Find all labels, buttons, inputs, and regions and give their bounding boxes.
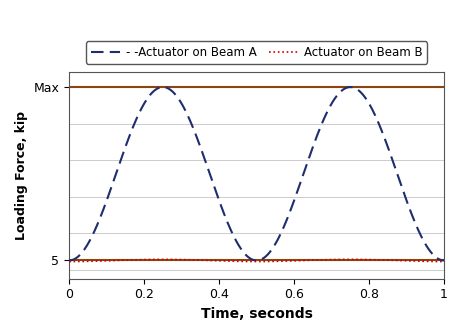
Actuator on Beam B (239, 259, 244, 263)
Line: - -Actuator on Beam A: - -Actuator on Beam A (69, 87, 444, 260)
- -Actuator on Beam A (362, 95, 367, 99)
- -Actuator on Beam A (431, 253, 436, 257)
Actuator on Beam B (362, 257, 367, 261)
Y-axis label: Loading Force, kip: Loading Force, kip (15, 111, 28, 240)
X-axis label: Time, seconds: Time, seconds (200, 307, 313, 321)
Actuator on Beam B (431, 259, 436, 263)
Actuator on Beam B (66, 259, 72, 263)
Actuator on Beam B (249, 259, 254, 263)
- -Actuator on Beam A (431, 253, 436, 257)
- -Actuator on Beam A (239, 248, 244, 252)
Actuator on Beam B (160, 257, 166, 261)
- -Actuator on Beam A (249, 257, 254, 261)
- -Actuator on Beam A (66, 258, 72, 262)
- -Actuator on Beam A (441, 258, 447, 262)
Actuator on Beam B (86, 259, 91, 263)
- -Actuator on Beam A (160, 85, 166, 89)
Legend: - -Actuator on Beam A, Actuator on Beam B: - -Actuator on Beam A, Actuator on Beam … (86, 41, 427, 64)
Actuator on Beam B (431, 259, 436, 263)
Actuator on Beam B (441, 259, 447, 263)
- -Actuator on Beam A (86, 241, 91, 245)
Line: Actuator on Beam B: Actuator on Beam B (69, 259, 444, 261)
